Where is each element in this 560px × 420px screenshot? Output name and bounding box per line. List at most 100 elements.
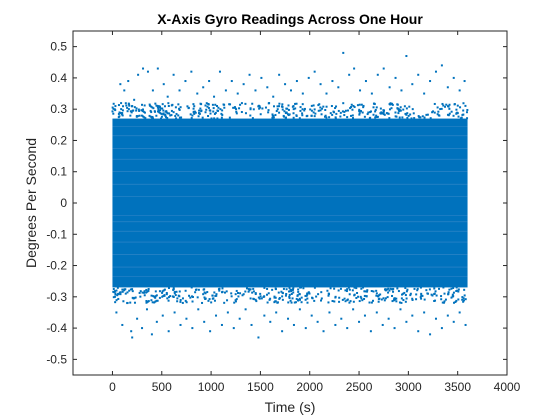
edge-sample-point — [145, 288, 148, 291]
edge-sample-point — [162, 289, 165, 292]
edge-sample-point — [217, 106, 220, 109]
y-tick-label: -0.4 — [46, 321, 67, 335]
edge-sample-point — [184, 289, 187, 292]
edge-sample-point — [177, 103, 180, 106]
edge-sample-point — [451, 293, 454, 296]
outlier-point — [287, 317, 290, 320]
edge-sample-point — [274, 114, 277, 117]
edge-sample-point — [290, 288, 293, 291]
edge-sample-point — [290, 292, 293, 295]
edge-sample-point — [137, 108, 140, 111]
edge-sample-point — [384, 297, 387, 300]
edge-sample-point — [128, 103, 131, 106]
edge-sample-point — [291, 105, 294, 108]
outlier-point — [114, 105, 117, 108]
edge-sample-point — [429, 117, 432, 120]
edge-sample-point — [338, 296, 341, 299]
edge-sample-point — [293, 301, 296, 304]
edge-sample-point — [201, 116, 204, 119]
edge-sample-point — [288, 290, 291, 293]
edge-sample-point — [465, 111, 468, 114]
outlier-point — [250, 323, 253, 326]
y-tick-label: -0.2 — [46, 259, 67, 273]
outlier-point — [209, 330, 212, 333]
edge-sample-point — [360, 103, 363, 106]
edge-sample-point — [238, 107, 241, 110]
edge-sample-point — [447, 293, 450, 296]
edge-sample-point — [151, 301, 154, 304]
edge-sample-point — [142, 115, 145, 118]
edge-sample-point — [163, 294, 166, 297]
edge-sample-point — [433, 292, 436, 295]
edge-sample-point — [259, 295, 262, 298]
edge-sample-point — [450, 296, 453, 299]
edge-sample-point — [157, 108, 160, 111]
edge-sample-point — [315, 295, 318, 298]
edge-sample-point — [389, 287, 392, 290]
edge-sample-point — [300, 301, 303, 304]
edge-sample-point — [297, 299, 300, 302]
edge-sample-point — [374, 108, 377, 111]
edge-sample-point — [242, 293, 245, 296]
edge-sample-point — [172, 295, 175, 298]
edge-sample-point — [119, 293, 122, 296]
outlier-point — [411, 83, 414, 86]
outlier-point — [197, 308, 200, 311]
edge-sample-point — [263, 286, 266, 289]
edge-sample-point — [112, 112, 115, 115]
outlier-point — [400, 89, 403, 92]
edge-sample-point — [403, 291, 406, 294]
edge-sample-point — [268, 298, 271, 301]
edge-sample-point — [298, 297, 301, 300]
edge-sample-point — [216, 109, 219, 112]
edge-sample-point — [322, 105, 325, 108]
edge-sample-point — [413, 287, 416, 290]
edge-sample-point — [397, 290, 400, 293]
edge-sample-point — [129, 288, 132, 291]
edge-sample-point — [251, 102, 254, 105]
edge-sample-point — [117, 297, 120, 300]
edge-sample-point — [214, 111, 217, 114]
edge-sample-point — [453, 301, 456, 304]
edge-sample-point — [324, 108, 327, 111]
edge-sample-point — [131, 288, 134, 291]
edge-sample-point — [312, 104, 315, 107]
edge-sample-point — [234, 107, 237, 110]
edge-sample-point — [169, 295, 172, 298]
edge-sample-point — [425, 113, 428, 116]
edge-sample-point — [121, 112, 124, 115]
outlier-point — [399, 308, 402, 311]
x-axis-ticks: 0 500 1000 1500 2000 2500 3000 3500 4000 — [109, 31, 521, 394]
edge-sample-point — [140, 109, 143, 112]
edge-sample-point — [236, 292, 239, 295]
edge-sample-point — [306, 292, 309, 295]
edge-sample-point — [158, 296, 161, 299]
edge-sample-point — [390, 107, 393, 110]
edge-sample-point — [147, 300, 150, 303]
outlier-point — [191, 327, 194, 330]
edge-sample-point — [249, 114, 252, 117]
edge-sample-point — [365, 295, 368, 298]
edge-sample-point — [214, 294, 217, 297]
edge-sample-point — [276, 105, 279, 108]
edge-sample-point — [402, 292, 405, 295]
edge-sample-point — [150, 116, 153, 119]
edge-sample-point — [363, 294, 366, 297]
edge-sample-point — [375, 114, 378, 117]
edge-sample-point — [117, 104, 120, 107]
edge-sample-point — [351, 114, 354, 117]
edge-sample-point — [297, 290, 300, 293]
edge-sample-point — [397, 107, 400, 110]
edge-sample-point — [416, 287, 419, 290]
outlier-point — [162, 83, 165, 86]
edge-sample-point — [160, 112, 163, 115]
edge-sample-point — [407, 114, 410, 117]
edge-sample-point — [193, 112, 196, 115]
outlier-point — [133, 98, 136, 101]
edge-sample-point — [436, 113, 439, 116]
edge-sample-point — [198, 112, 201, 115]
edge-sample-point — [153, 301, 156, 304]
edge-sample-point — [200, 110, 203, 113]
edge-sample-point — [281, 105, 284, 108]
edge-sample-point — [319, 109, 322, 112]
